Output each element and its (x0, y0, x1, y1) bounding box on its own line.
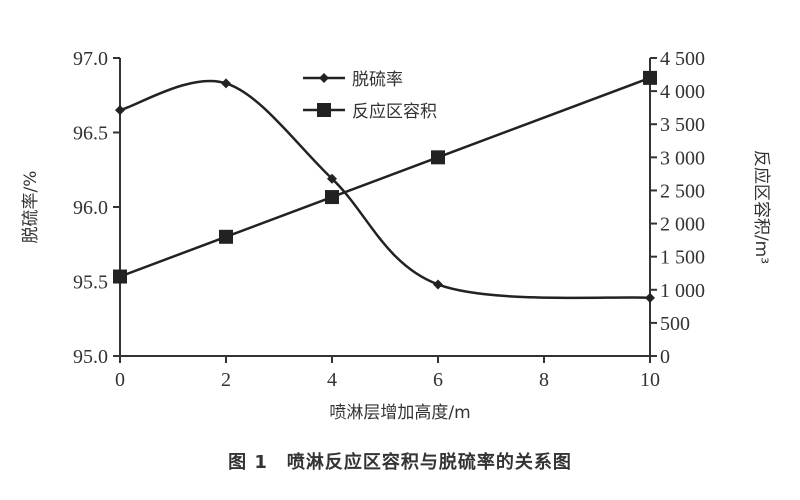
right-tick-label: 0 (660, 346, 670, 368)
right-tick-label: 3 500 (660, 114, 705, 136)
legend-label: 反应区容积 (352, 102, 437, 122)
figure-caption: 图 1 喷淋反应区容积与脱硫率的关系图 (228, 452, 572, 473)
x-tick-label: 4 (327, 369, 337, 391)
legend-marker-diamond (319, 73, 329, 83)
right-tick-label: 3 000 (660, 147, 705, 169)
series-line-0 (119, 79, 651, 300)
x-tick-label: 6 (433, 369, 443, 391)
right-tick-label: 500 (660, 313, 690, 335)
x-tick-label: 8 (539, 369, 549, 391)
right-tick-label: 1 500 (660, 247, 705, 269)
data-point-square (219, 229, 233, 244)
right-tick-label: 1 000 (660, 280, 705, 302)
data-point-diamond (645, 292, 655, 303)
left-tick-label: 96.5 (73, 123, 108, 145)
data-point-square (643, 70, 657, 85)
right-tick-label: 4 500 (660, 48, 705, 70)
right-tick-label: 2 000 (660, 214, 705, 236)
left-tick-label: 96.0 (73, 197, 108, 219)
left-tick-label: 95.5 (73, 272, 108, 294)
data-point-square (431, 150, 445, 165)
x-tick-label: 0 (115, 369, 125, 391)
right-tick-label: 4 000 (660, 81, 705, 103)
data-point-diamond (115, 105, 125, 116)
x-tick-label: 10 (640, 369, 660, 391)
left-tick-label: 95.0 (73, 346, 108, 368)
legend-label: 脱硫率 (352, 70, 403, 90)
x-axis-label: 喷淋层增加高度/m (329, 403, 470, 423)
data-point-diamond (221, 78, 231, 89)
right-axis-label: 反应区容积/m³ (751, 150, 771, 264)
data-point-square (325, 190, 339, 205)
left-axis-label: 脱硫率/% (21, 171, 41, 244)
data-point-square (113, 269, 127, 284)
x-tick-label: 2 (221, 369, 231, 391)
legend-marker-square (317, 103, 331, 117)
right-tick-label: 2 500 (660, 180, 705, 202)
left-tick-label: 97.0 (73, 48, 108, 70)
data-point-diamond (327, 173, 337, 184)
data-point-diamond (433, 279, 443, 290)
